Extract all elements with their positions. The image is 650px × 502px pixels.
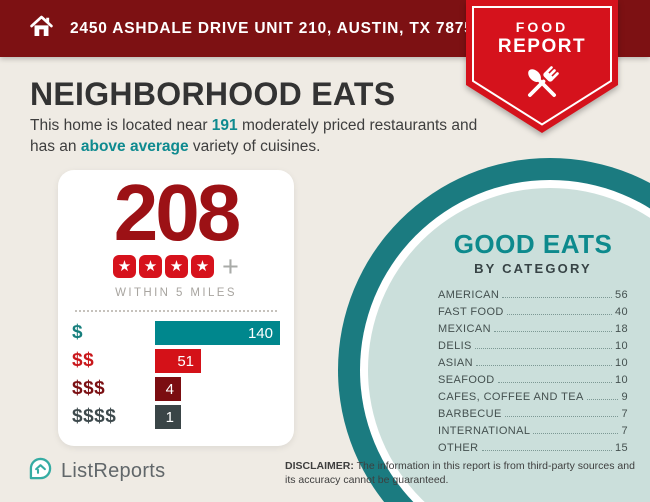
category-name: AMERICAN [438,289,500,301]
bar-value: 4 [165,380,174,398]
category-count: 9 [621,391,628,403]
disclaimer-label: DISCLAIMER: [285,460,354,472]
category-row: ASIAN 10 [438,357,628,374]
badge-title-line2: REPORT [497,36,587,57]
category-count: 7 [621,408,628,420]
food-report-badge: FOOD REPORT [466,0,618,133]
bar-track: 1 [155,405,280,429]
category-name: FAST FOOD [438,306,504,318]
total-restaurants-number: 208 [113,168,241,257]
category-count: 10 [614,340,628,352]
category-count: 40 [614,306,628,318]
dotted-leader [493,331,612,332]
category-name: ASIAN [438,357,474,369]
category-row: MEXICAN 18 [438,323,628,340]
dotted-leader [476,365,612,366]
price-bar-row: $$ 51 [72,349,280,373]
category-row: AMERICAN 56 [438,289,628,306]
intro-line-1: This home is located near 191 moderately… [30,117,478,134]
good-eats-subtitle: BY CATEGORY [474,261,592,276]
dotted-leader [506,314,612,315]
bar-track: 140 [155,321,280,345]
good-eats-title: GOOD EATS [453,229,613,259]
price-bar: 51 [155,349,201,373]
category-name: OTHER [438,442,479,454]
plus-icon: + [222,250,239,283]
price-tier-label: $$ [72,350,95,371]
category-count: 7 [621,425,628,437]
dotted-leader [533,433,619,434]
category-name: CAFES, COFFEE AND TEA [438,391,584,403]
category-count: 10 [614,357,628,369]
price-bar-row: $$$$ 1 [72,405,280,429]
category-row: INTERNATIONAL 7 [438,425,628,442]
category-name: DELIS [438,340,472,352]
bar-value: 1 [165,408,174,426]
category-name: MEXICAN [438,323,491,335]
crossed-utensils-icon [466,62,618,111]
disclaimer-text: The information in this report is from t… [285,460,635,486]
category-count: 10 [614,374,628,386]
star-icon: ★ [113,255,137,278]
category-count: 56 [614,289,628,301]
rating-stars: ★ ★ ★ ★ + [72,250,280,283]
property-address: 2450 ASHDALE DRIVE UNIT 210, AUSTIN, TX … [70,19,484,37]
category-name: INTERNATIONAL [438,425,531,437]
bar-value: 140 [247,324,273,342]
dotted-leader [481,450,612,451]
category-list: AMERICAN 56 FAST FOOD 40 MEXICAN 18 DELIS 10 ASI… [438,289,628,459]
dotted-leader [474,348,612,349]
price-bar: 1 [155,405,181,429]
listreports-brand: ListReports [28,456,165,486]
category-row: OTHER 15 [438,442,628,459]
bar-track: 51 [155,349,280,373]
price-bar-chart: $140 $$ 51 $$$ 4 $$$$ 1 [72,321,280,429]
restaurant-count: 191 [211,117,238,134]
price-bar: 4 [155,377,181,401]
category-row: FAST FOOD 40 [438,306,628,323]
price-bar-row: $140 [72,321,280,345]
star-icon: ★ [165,255,189,278]
dotted-leader [586,399,619,400]
dotted-separator [75,310,277,312]
category-row: CAFES, COFFEE AND TEA 9 [438,391,628,408]
bar-value: 51 [177,352,194,370]
category-row: SEAFOOD 10 [438,374,628,391]
category-row: BARBECUE 7 [438,408,628,425]
good-eats-panel: GOOD EATS BY CATEGORY AMERICAN 56 FAST FOO… [438,229,628,459]
listreports-house-icon [28,456,53,486]
category-name: SEAFOOD [438,374,495,386]
price-bar-row: $$$ 4 [72,377,280,401]
price-tier-label: $$$$ [72,406,117,427]
category-row: DELIS 10 [438,340,628,357]
badge-content: FOOD REPORT [466,19,618,111]
category-count: 18 [614,323,628,335]
disclaimer: DISCLAIMER: The information in this repo… [285,459,637,487]
star-icon: ★ [139,255,163,278]
radius-label: WITHIN 5 MILES [115,287,237,299]
home-icon [28,13,55,45]
badge-title-line1: FOOD [515,19,569,35]
brand-name: ListReports [61,459,166,482]
price-tier-label: $$$ [72,378,106,399]
category-count: 15 [614,442,628,454]
star-icon: ★ [191,255,215,278]
stats-card: 208 ★ ★ ★ ★ + WITHIN 5 MILES $140 $$ 51 $$$ 4 $$$… [58,170,294,446]
bar-track: 4 [155,377,280,401]
variety-highlight: above average [80,138,189,155]
category-name: BARBECUE [438,408,502,420]
dotted-leader [502,297,612,298]
intro-paragraph: This home is located near 191 moderately… [30,115,477,157]
dotted-leader [504,416,619,417]
dotted-leader [497,382,612,383]
intro-line-2: has an above average variety of cuisines… [30,138,321,155]
price-bar: 140 [155,321,280,345]
price-tier-label: $ [72,322,84,343]
page-title: NEIGHBORHOOD EATS [30,76,396,112]
